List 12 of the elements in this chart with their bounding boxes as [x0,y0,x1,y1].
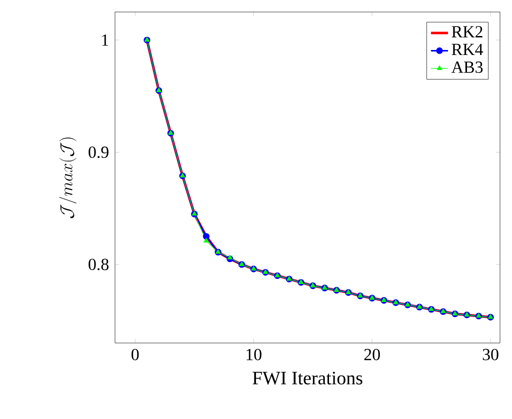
y-tick-label: 1 [102,34,108,46]
y-axis-title: $\mathcal{J}/max(\mathcal{J})$ [59,138,77,218]
x-tick-label: 20 [364,348,380,360]
x-axis-title: FWI Iterations [252,372,362,385]
legend-label: AB3 [451,62,483,73]
legend-label: RK2 [452,26,482,38]
y-tick-label: 0.8 [88,258,109,270]
legend-label: RK4 [452,44,484,55]
y-tick-label: 0.9 [88,146,108,158]
x-tick-label: 30 [482,348,498,360]
x-tick-label: 0 [132,348,139,360]
x-tick-label: 10 [246,348,262,360]
